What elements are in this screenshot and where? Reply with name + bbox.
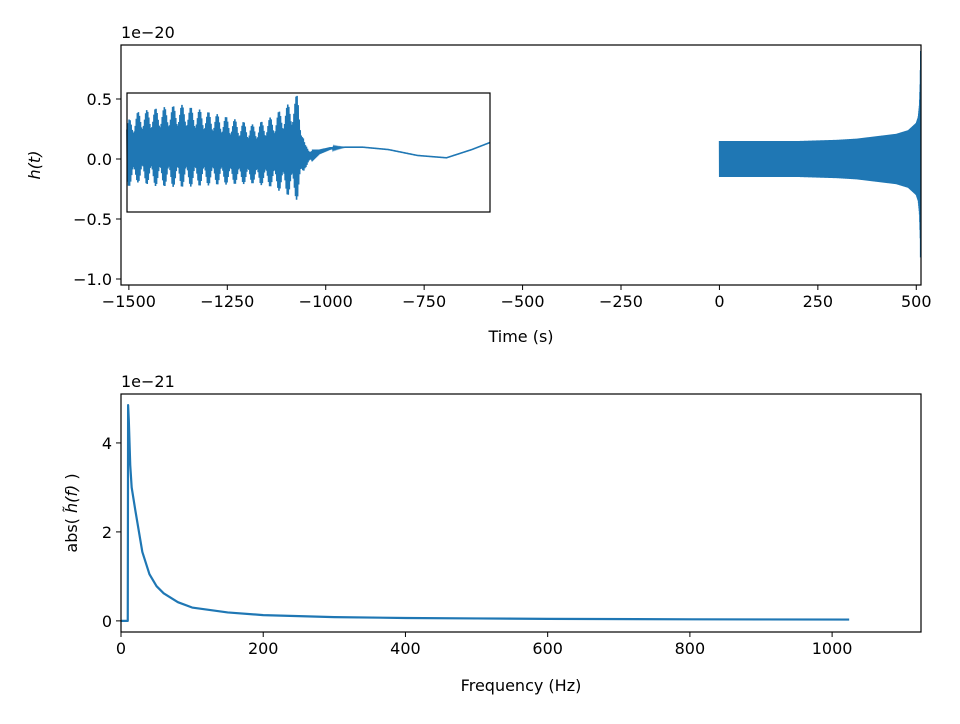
bottom-y-tick-label: 0	[102, 612, 112, 631]
inset-series	[126, 95, 491, 200]
top-y-tick-label: −1.0	[73, 270, 112, 289]
bottom-y-tick-label: 4	[102, 434, 112, 453]
bottom-x-tick-label: 1000	[812, 639, 853, 658]
top-x-tick-label: 250	[803, 292, 834, 311]
top-y-tick-label: 0.0	[87, 150, 112, 169]
plot-frame-top	[120, 44, 922, 286]
y-label-suffix: )	[62, 473, 81, 484]
time-domain-plot: −1500 −1250 −1000 −750 −500 −250 0 250 500 −1.0 −…	[25, 23, 932, 346]
y-label-prefix: abs(	[62, 513, 81, 553]
y-axis-label-bottom: abs( h̃(f) )	[62, 473, 81, 552]
top-x-tick-label: 500	[901, 292, 932, 311]
y-label-math: h̃(f)	[62, 485, 81, 513]
inset-zoom	[126, 92, 491, 213]
top-x-tick-label: −500	[501, 292, 545, 311]
bottom-x-tick-label: 400	[390, 639, 421, 658]
top-x-tick-label: −750	[402, 292, 446, 311]
top-x-tick-label: 0	[714, 292, 724, 311]
top-x-tick-label: −1000	[299, 292, 353, 311]
bottom-x-tick-label: 200	[248, 639, 279, 658]
offset-text-bottom: 1e−21	[121, 372, 175, 391]
bottom-y-tick-label: 2	[102, 523, 112, 542]
x-axis-label-bottom: Frequency (Hz)	[461, 676, 582, 695]
offset-text-top: 1e−20	[121, 23, 175, 42]
bottom-x-tick-label: 600	[532, 639, 563, 658]
y-axis-label-top: h(t)	[25, 151, 44, 180]
top-y-tick-label: −0.5	[73, 210, 112, 229]
spectrum-series	[121, 404, 850, 622]
plot-frame-bottom	[120, 393, 922, 633]
top-x-tick-label: −250	[599, 292, 643, 311]
top-x-tick-label: −1250	[200, 292, 254, 311]
bottom-x-tick-label: 0	[116, 639, 126, 658]
waveform-series	[718, 50, 921, 258]
inset-frame	[126, 92, 491, 213]
frequency-domain-plot: 0 200 400 600 800 1000 0 2 4 1e−21 Frequency (H…	[62, 372, 922, 695]
top-x-tick-label: −1500	[102, 292, 156, 311]
bottom-x-tick-label: 800	[675, 639, 706, 658]
x-axis-label-top: Time (s)	[487, 327, 553, 346]
top-y-tick-label: 0.5	[87, 90, 112, 109]
